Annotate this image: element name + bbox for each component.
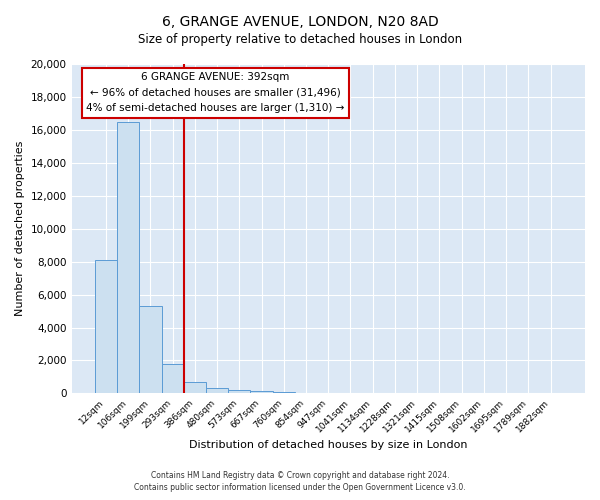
Bar — [184, 382, 206, 394]
Bar — [206, 388, 228, 394]
Bar — [117, 122, 139, 394]
Bar — [228, 390, 250, 394]
Bar — [273, 392, 295, 394]
Text: Contains HM Land Registry data © Crown copyright and database right 2024.
Contai: Contains HM Land Registry data © Crown c… — [134, 471, 466, 492]
Bar — [95, 260, 117, 394]
Text: 6, GRANGE AVENUE, LONDON, N20 8AD: 6, GRANGE AVENUE, LONDON, N20 8AD — [161, 15, 439, 29]
Y-axis label: Number of detached properties: Number of detached properties — [15, 141, 25, 316]
Bar — [139, 306, 161, 394]
Bar — [161, 364, 184, 394]
Text: Size of property relative to detached houses in London: Size of property relative to detached ho… — [138, 32, 462, 46]
X-axis label: Distribution of detached houses by size in London: Distribution of detached houses by size … — [189, 440, 467, 450]
Bar — [250, 391, 273, 394]
Text: 6 GRANGE AVENUE: 392sqm
← 96% of detached houses are smaller (31,496)
4% of semi: 6 GRANGE AVENUE: 392sqm ← 96% of detache… — [86, 72, 344, 114]
